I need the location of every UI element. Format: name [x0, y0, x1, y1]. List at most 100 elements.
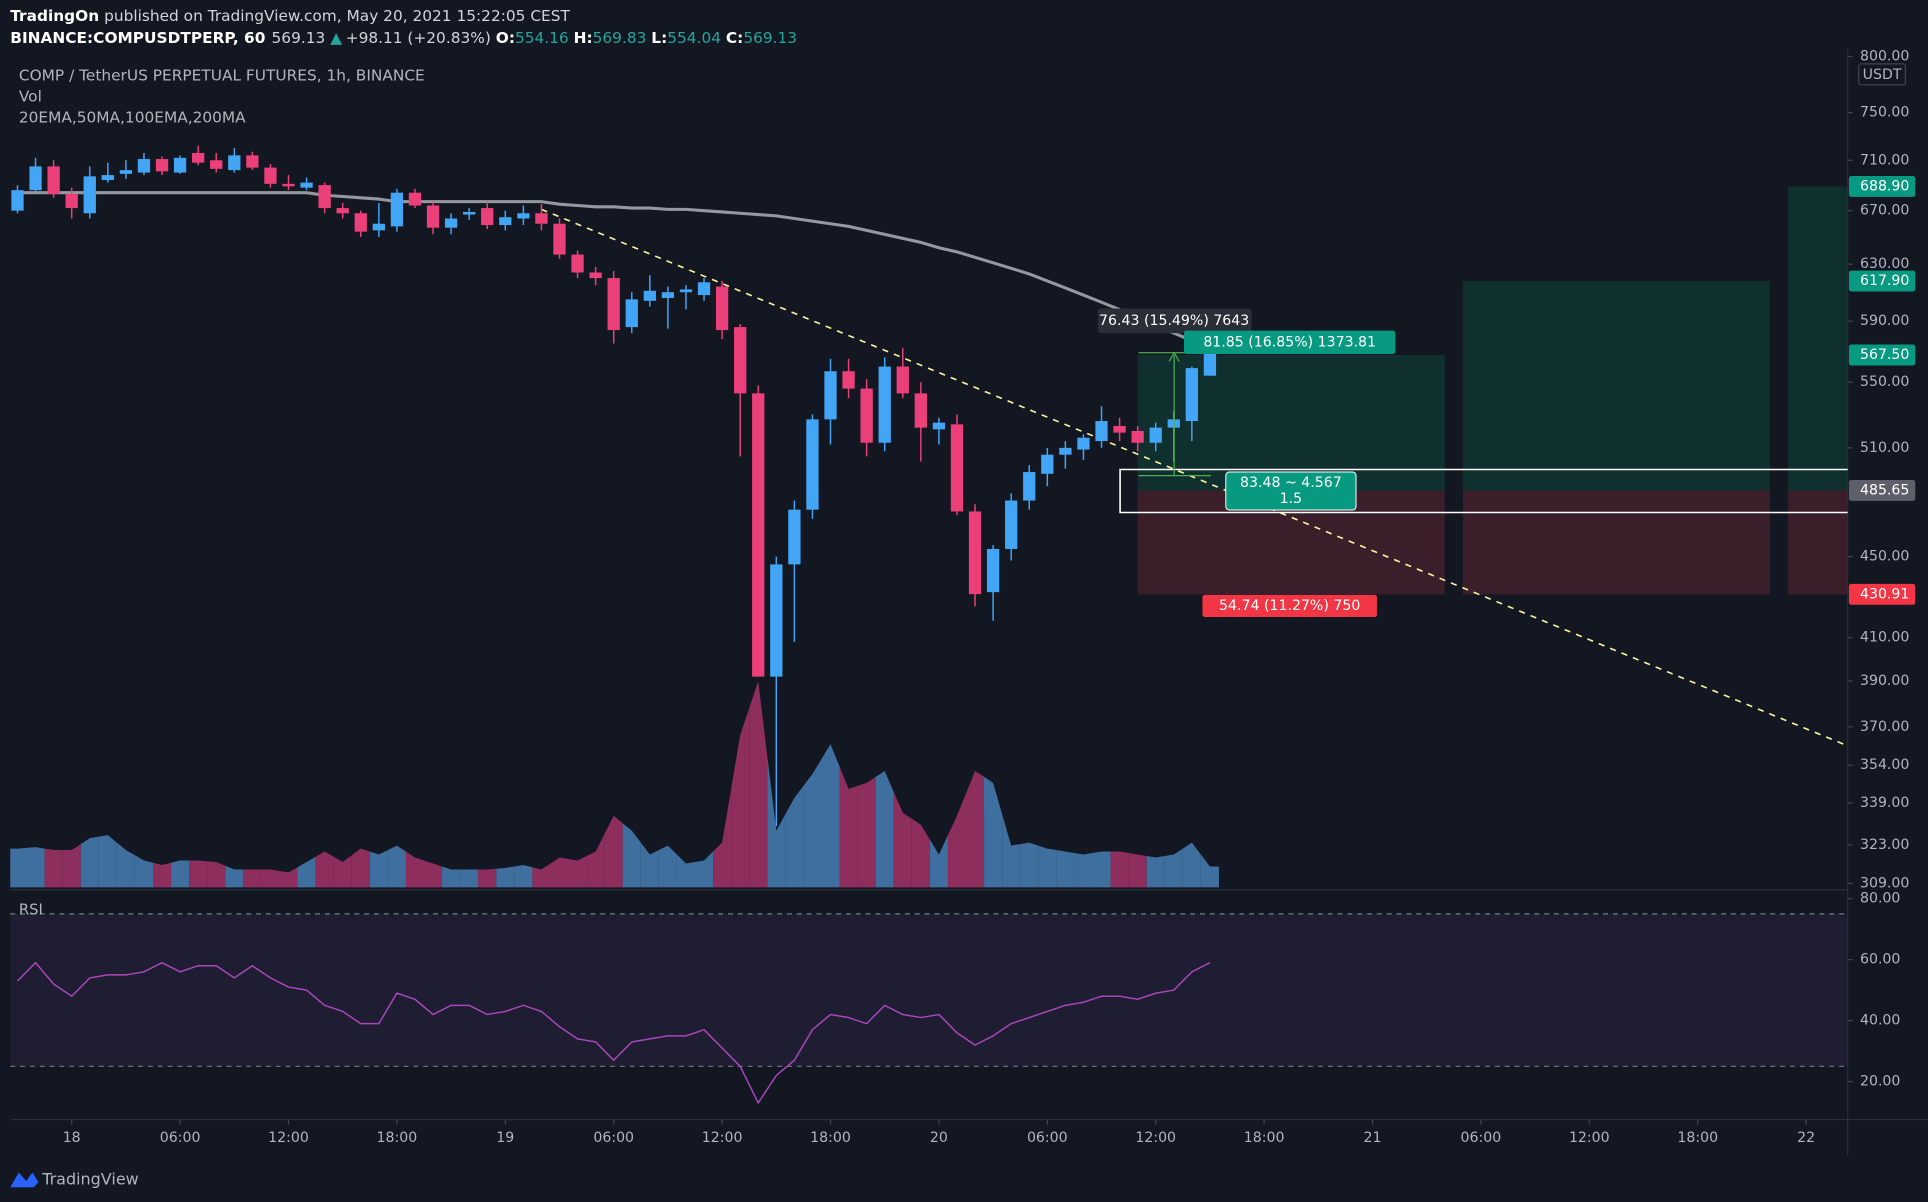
volume	[387, 845, 406, 888]
change: +98.11 (+20.83%)	[346, 29, 491, 47]
y-tick-label: 590.00	[1860, 313, 1909, 329]
candle-body	[589, 272, 602, 279]
candle-body	[679, 289, 693, 293]
volume	[857, 776, 876, 888]
volume	[1074, 853, 1093, 888]
volume	[1182, 842, 1201, 888]
last-price: 569.13	[272, 29, 326, 47]
volume	[713, 788, 732, 888]
volume	[207, 861, 226, 888]
candle-body	[463, 211, 476, 215]
moving-average	[17, 191, 1211, 349]
target-label: 81.85 (16.85%) 1373.81	[1203, 334, 1376, 350]
volume	[658, 845, 677, 888]
volume	[1164, 848, 1183, 888]
volume	[911, 818, 930, 888]
ratio-label-box	[1225, 471, 1357, 511]
volume	[26, 847, 45, 888]
candle-body	[986, 548, 1000, 593]
volume	[839, 766, 858, 888]
candle-body	[119, 170, 133, 174]
candle-body	[83, 176, 96, 214]
stop-axis-label: 430.91	[1860, 586, 1909, 602]
candle-body	[517, 213, 530, 219]
volume	[442, 866, 461, 888]
target-axis-box	[1848, 176, 1916, 197]
y-tick-label: 710.00	[1860, 152, 1909, 168]
candle-body	[300, 182, 313, 188]
candle-body	[426, 205, 440, 228]
y-tick-label: 670.00	[1860, 203, 1909, 219]
candle-body	[806, 419, 819, 510]
volume	[171, 860, 190, 888]
y-tick-label: 370.00	[1860, 719, 1909, 735]
candle-body	[1185, 368, 1198, 422]
volume	[966, 770, 985, 888]
candle-body	[155, 159, 169, 172]
y-tick-label: 354.00	[1860, 757, 1909, 773]
x-tick-label: 18:00	[1677, 1130, 1718, 1146]
ohlc-value: 554.16	[515, 29, 569, 47]
volume	[1092, 851, 1111, 888]
candle-body	[192, 152, 205, 163]
volume	[1056, 850, 1075, 888]
rsi-band	[10, 913, 1848, 1067]
candle-body	[824, 371, 837, 420]
currency-box	[1858, 63, 1907, 86]
x-tick-label: 18	[63, 1130, 81, 1146]
volume	[189, 860, 208, 888]
header-published: TradingOn published on TradingView.com, M…	[10, 6, 570, 24]
volume	[514, 864, 533, 888]
volume	[893, 791, 912, 888]
x-tick-label: 18:00	[1244, 1130, 1285, 1146]
candle-body	[788, 509, 801, 565]
x-tick-label: 22	[1797, 1130, 1815, 1146]
volume	[984, 776, 1003, 888]
x-tick-label: 18:00	[377, 1130, 418, 1146]
candle-body	[661, 292, 675, 298]
volume	[44, 848, 63, 888]
volume	[1020, 842, 1039, 888]
ohlc-value: 554.04	[667, 29, 721, 47]
volume	[803, 759, 822, 888]
back-layer	[10, 186, 1848, 888]
candle-body	[499, 217, 512, 226]
ratio-label: 83.48 ~ 4.567	[1240, 475, 1342, 491]
volume	[1110, 851, 1129, 888]
volume	[116, 842, 135, 888]
volume	[225, 865, 244, 888]
candle-body	[968, 511, 982, 595]
stop-label-box	[1202, 594, 1377, 617]
volume	[1002, 814, 1021, 888]
candle-body	[734, 327, 747, 394]
candle-body	[914, 393, 927, 428]
candle-body	[101, 175, 114, 181]
target-axis-label: 617.90	[1860, 273, 1909, 289]
candle-body	[137, 159, 151, 173]
rsi-tick-label: 20.00	[1860, 1074, 1900, 1090]
ohlc-value: 569.13	[743, 29, 797, 47]
candle-body	[697, 282, 711, 296]
y-tick-label: 450.00	[1860, 549, 1909, 565]
volume	[315, 851, 334, 888]
author: TradingOn	[10, 6, 99, 24]
volume	[947, 793, 967, 888]
profit-zone	[1788, 186, 1848, 491]
legend-title: COMP / TetherUS PERPETUAL FUTURES, 1h, B…	[19, 67, 425, 85]
volume	[568, 856, 587, 888]
candle-body	[481, 208, 494, 226]
x-tick-label: 21	[1364, 1130, 1382, 1146]
candle-body	[65, 193, 78, 209]
x-tick-label: 06:00	[1027, 1130, 1068, 1146]
volume	[243, 869, 262, 888]
candle-body	[1041, 454, 1054, 474]
candle-body	[715, 286, 729, 331]
volume	[405, 851, 424, 888]
candle-body	[47, 166, 60, 194]
volume	[333, 855, 352, 888]
candle-body	[1203, 352, 1217, 376]
published: published on TradingView.com, May 20, 20…	[104, 6, 570, 24]
volume	[369, 850, 388, 888]
volume	[496, 866, 515, 888]
entry-axis-label: 485.65	[1860, 482, 1909, 498]
